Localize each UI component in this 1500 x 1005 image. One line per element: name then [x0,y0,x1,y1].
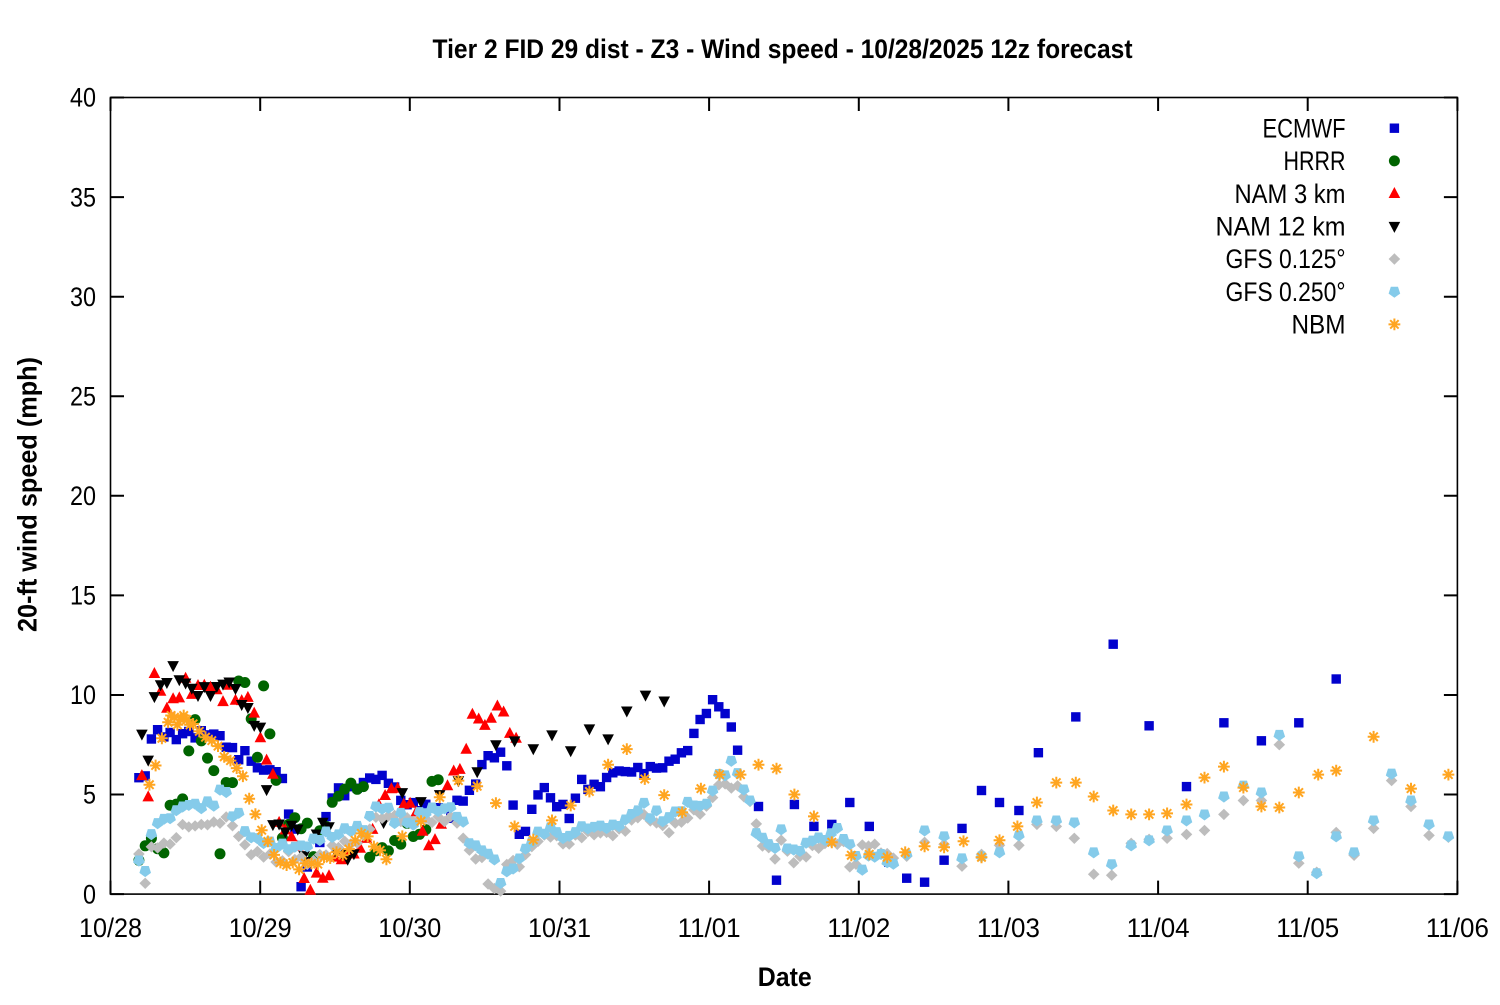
svg-text:HRRR: HRRR [1284,146,1346,176]
svg-text:GFS 0.125°: GFS 0.125° [1226,244,1346,274]
svg-text:10/29: 10/29 [229,913,292,943]
svg-text:NBM: NBM [1292,310,1346,340]
svg-text:10/30: 10/30 [378,913,441,943]
svg-text:40: 40 [70,83,96,113]
svg-text:25: 25 [70,381,96,411]
svg-text:35: 35 [70,182,96,212]
svg-text:30: 30 [70,282,96,312]
svg-text:NAM 12 km: NAM 12 km [1216,212,1346,242]
svg-text:20-ft wind speed (mph): 20-ft wind speed (mph) [13,357,43,632]
svg-text:10/28: 10/28 [79,913,142,943]
svg-text:11/03: 11/03 [977,913,1040,943]
svg-text:11/01: 11/01 [678,913,741,943]
svg-text:GFS 0.250°: GFS 0.250° [1226,277,1346,307]
svg-text:11/06: 11/06 [1426,913,1489,943]
svg-text:20: 20 [70,481,96,511]
svg-text:11/05: 11/05 [1276,913,1339,943]
svg-text:10/31: 10/31 [528,913,591,943]
svg-text:10: 10 [70,680,96,710]
svg-text:5: 5 [83,780,96,810]
svg-text:0: 0 [83,879,96,909]
svg-text:11/04: 11/04 [1127,913,1190,943]
svg-text:Tier 2 FID 29 dist - Z3 - Wind: Tier 2 FID 29 dist - Z3 - Wind speed - 1… [433,34,1133,64]
svg-text:11/02: 11/02 [827,913,890,943]
svg-text:15: 15 [70,581,96,611]
svg-text:NAM 3 km: NAM 3 km [1235,179,1346,209]
svg-text:ECMWF: ECMWF [1263,113,1346,143]
svg-text:Date: Date [758,962,812,992]
